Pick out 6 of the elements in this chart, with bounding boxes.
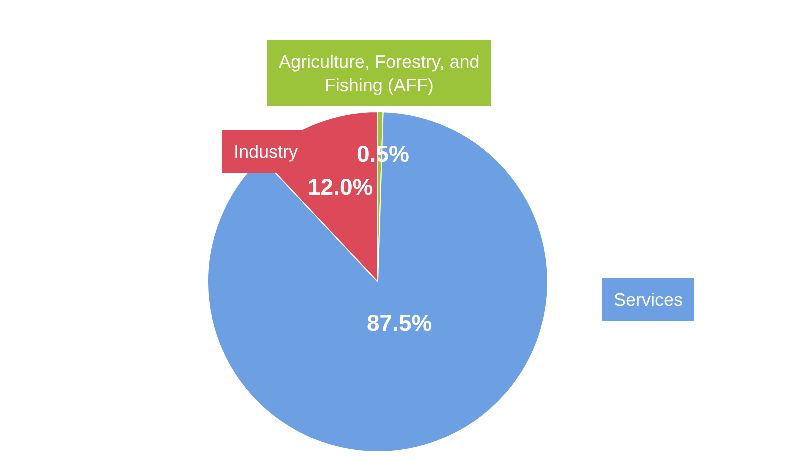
data-label: 12.0%	[308, 174, 374, 200]
data-label: 87.5%	[367, 310, 432, 336]
pie-slice	[208, 112, 548, 452]
slice-label: Agriculture, Forestry, and Fishing (AFF)	[279, 52, 480, 96]
slice-label: Services	[614, 290, 684, 310]
slice-label: Industry	[234, 142, 298, 162]
